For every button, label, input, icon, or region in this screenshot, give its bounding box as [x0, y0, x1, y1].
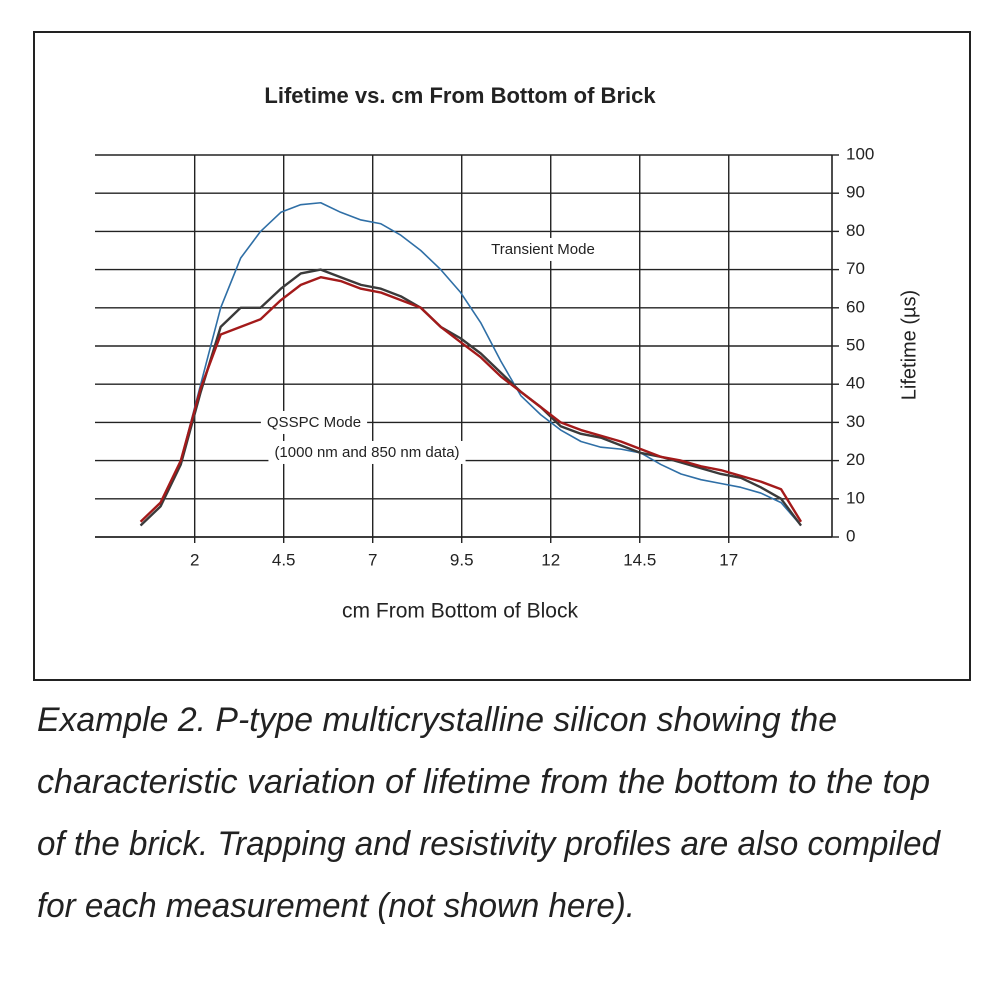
caption-line: for each measurement (not shown here). [37, 887, 635, 925]
caption-line: Example 2. P-type multicrystalline silic… [37, 701, 837, 739]
y-tick-label: 50 [846, 335, 865, 354]
annotation-background [268, 440, 466, 464]
chart-title: Lifetime vs. cm From Bottom of Brick [264, 83, 656, 108]
annotation: QSSPC Mode [267, 414, 361, 431]
x-tick-label: 17 [719, 550, 738, 569]
y-tick-label: 20 [846, 450, 865, 469]
series-line [139, 268, 802, 527]
y-tick-label: 40 [846, 374, 865, 393]
x-tick-label: 9.5 [450, 550, 474, 569]
annotation: (1000 nm and 850 nm data) [274, 444, 459, 461]
y-tick-label: 70 [846, 259, 865, 278]
annotation-background [260, 410, 368, 434]
x-tick-label: 2 [190, 550, 199, 569]
y-tick-label: 60 [846, 297, 865, 316]
series-line [140, 201, 802, 527]
caption-line: characteristic variation of lifetime fro… [37, 763, 930, 801]
chart-frame [33, 31, 971, 681]
y-tick-label: 30 [846, 412, 865, 431]
x-tick-label: 4.5 [272, 550, 296, 569]
caption-line: of the brick. Trapping and resistivity p… [37, 825, 941, 863]
y-tick-label: 10 [846, 488, 865, 507]
series-line [139, 276, 803, 523]
y-tick-label: 90 [846, 183, 865, 202]
y-axis-label: Lifetime (µs) [898, 290, 920, 400]
y-tick-label: 80 [846, 221, 865, 240]
x-tick-label: 14.5 [623, 550, 656, 569]
annotation: Transient Mode [491, 241, 595, 258]
x-tick-label: 12 [541, 550, 560, 569]
y-tick-label: 0 [846, 526, 855, 545]
x-axis-label: cm From Bottom of Block [342, 600, 578, 623]
annotation-background [485, 237, 601, 261]
x-tick-label: 7 [368, 550, 377, 569]
y-tick-label: 100 [846, 144, 874, 163]
